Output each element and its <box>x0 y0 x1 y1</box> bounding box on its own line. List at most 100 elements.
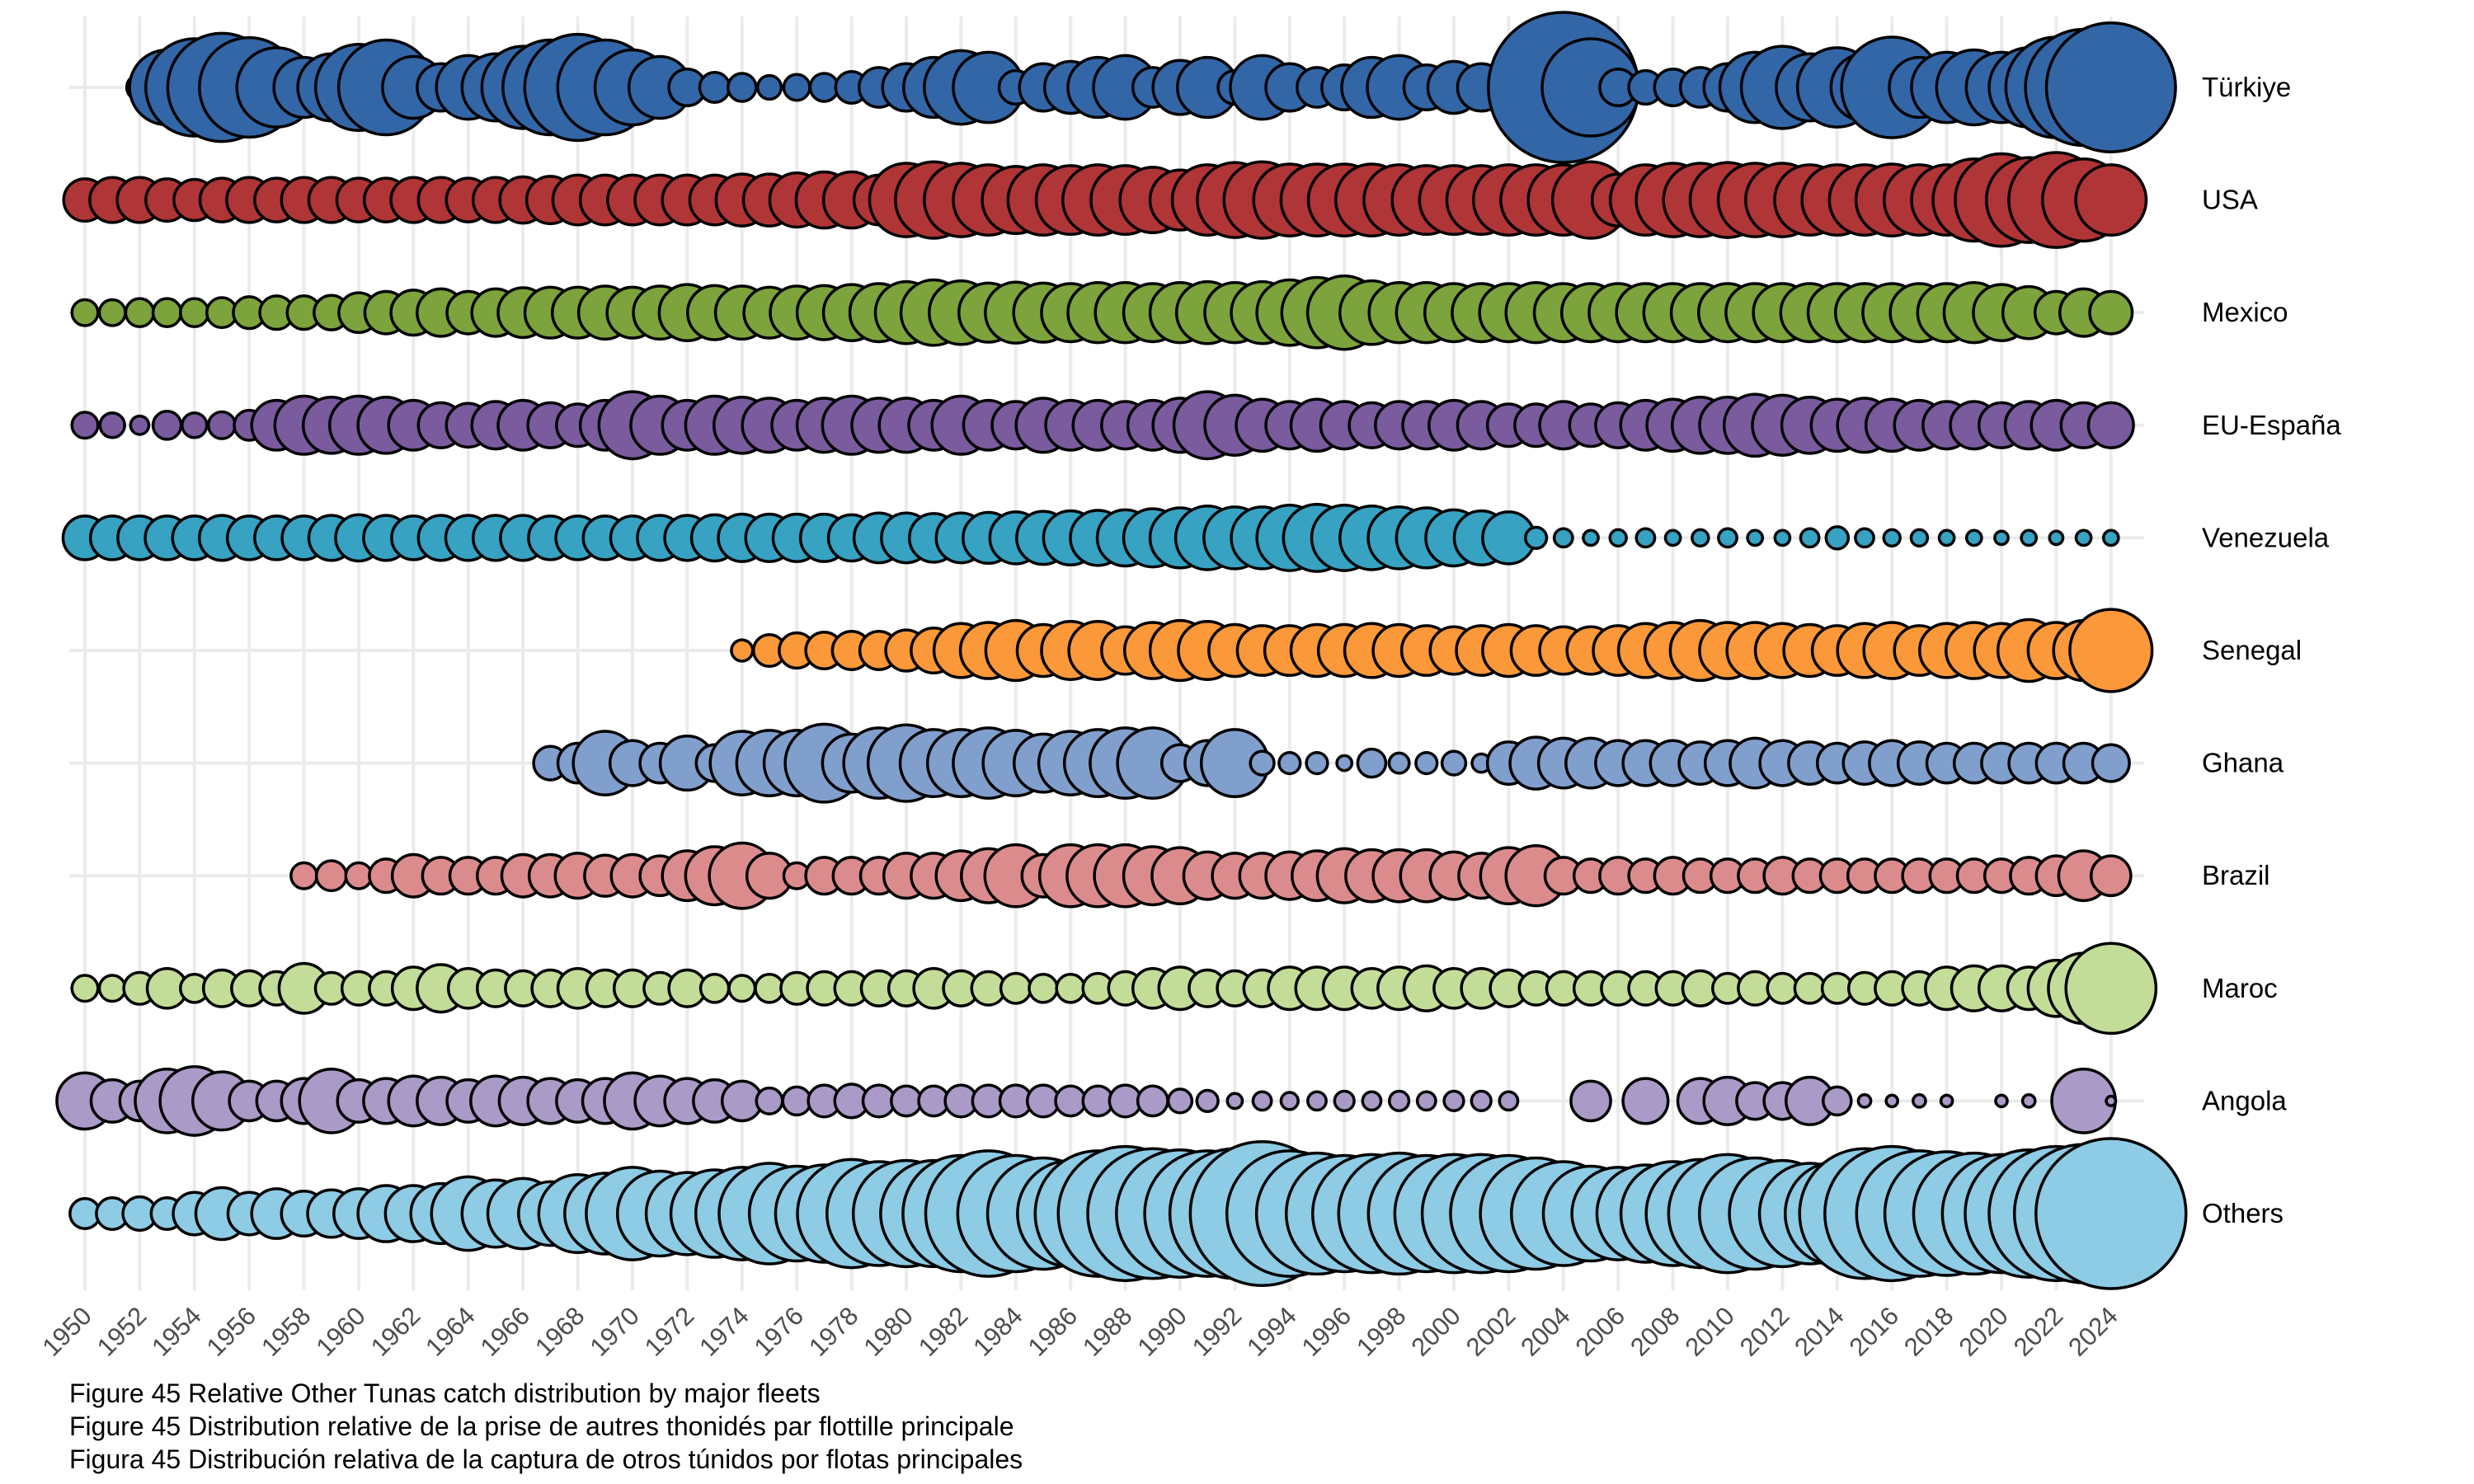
x-tick-label: 2010 <box>1679 1301 1740 1362</box>
bubble <box>755 73 783 101</box>
bubble <box>1993 529 2010 547</box>
bubble <box>1277 750 1302 776</box>
x-tick-label: 1950 <box>36 1301 97 1362</box>
bubble <box>1939 1093 1954 1109</box>
bubble <box>754 973 785 1004</box>
bubble <box>179 297 210 328</box>
fleet-label: Senegal <box>2202 635 2302 665</box>
bubble <box>1608 528 1628 548</box>
bubble <box>1225 1092 1244 1111</box>
bubble <box>1766 971 1799 1005</box>
bubble <box>1909 528 1930 548</box>
bubble <box>1569 1079 1612 1123</box>
x-tick-label: 1978 <box>803 1301 864 1362</box>
bubble <box>1964 528 1983 547</box>
bubble <box>70 298 100 327</box>
x-tick-label: 1992 <box>1187 1301 1248 1362</box>
x-tick-label: 1974 <box>694 1301 755 1362</box>
caption-spanish: Figura 45 Distribución relativa de la ca… <box>69 1444 1023 1474</box>
bubble <box>1136 1084 1169 1118</box>
bubble <box>1440 749 1468 777</box>
bubble <box>1621 1077 1670 1125</box>
bubble <box>727 974 757 1003</box>
bubble <box>206 410 238 440</box>
bubble <box>1793 971 1827 1005</box>
bubble <box>2086 401 2135 449</box>
bubble <box>781 1085 812 1117</box>
series-t-rkiye <box>125 11 2177 164</box>
bubble <box>1415 1090 1437 1112</box>
bubble <box>70 974 100 1003</box>
bubble <box>1634 527 1657 549</box>
series-maroc <box>70 942 2158 1036</box>
bubble <box>1994 1093 2009 1109</box>
x-tick-label: 1968 <box>529 1301 590 1362</box>
bubble <box>2074 528 2093 547</box>
bubble <box>2020 528 2039 547</box>
bubble <box>1884 1093 1899 1109</box>
fleet-label: Angola <box>2202 1085 2287 1115</box>
bubble <box>1442 1089 1465 1113</box>
x-tick-label: 1966 <box>475 1301 536 1362</box>
bubble <box>97 298 127 327</box>
x-tick-label: 1982 <box>913 1301 974 1362</box>
bubble <box>1912 1093 1927 1109</box>
x-axis-tick-labels: 1950195219541956195819601962196419661968… <box>36 1301 2123 1362</box>
bubble <box>1333 1089 1356 1113</box>
bubble <box>1582 528 1600 547</box>
bubble <box>2091 743 2131 783</box>
bubble <box>2064 942 2158 1036</box>
series-venezuela <box>61 502 2120 573</box>
bubble <box>129 414 151 436</box>
bubble <box>98 411 126 439</box>
bubble <box>1937 528 1956 547</box>
bubble <box>808 72 840 103</box>
bubble <box>2074 163 2148 237</box>
series-eu-espa-a <box>70 390 2135 461</box>
bubble <box>1387 751 1411 775</box>
x-tick-label: 1994 <box>1241 1301 1302 1362</box>
bubble <box>289 861 319 890</box>
x-tick-label: 1954 <box>146 1301 207 1362</box>
bubble <box>2034 1137 2188 1290</box>
x-tick-label: 1962 <box>365 1301 426 1362</box>
x-tick-label: 2018 <box>1898 1301 1959 1362</box>
fleet-label: Ghana <box>2202 748 2284 778</box>
x-tick-label: 2014 <box>1789 1301 1850 1362</box>
bubble <box>782 73 811 102</box>
x-tick-label: 1952 <box>92 1301 153 1362</box>
series-brazil <box>289 841 2133 910</box>
x-tick-label: 1998 <box>1351 1301 1412 1362</box>
x-tick-label: 1984 <box>967 1301 1028 1362</box>
fleet-label: Venezuela <box>2202 522 2330 552</box>
x-tick-label: 1996 <box>1296 1301 1357 1362</box>
bubble <box>755 1086 784 1115</box>
bubble <box>2020 1093 2037 1109</box>
x-tick-label: 1976 <box>749 1301 810 1362</box>
bubble <box>1717 527 1738 549</box>
x-tick-label: 2000 <box>1405 1301 1466 1362</box>
bubble-layer <box>55 11 2188 1290</box>
bubble <box>1361 1090 1383 1112</box>
bubble <box>1166 1087 1194 1115</box>
bubble <box>1055 973 1086 1004</box>
bubble <box>1552 527 1574 549</box>
x-tick-label: 2002 <box>1460 1301 1522 1362</box>
x-tick-label: 1960 <box>310 1301 371 1362</box>
series-angola <box>55 1064 2118 1137</box>
bubble <box>1387 1089 1411 1113</box>
series-senegal <box>730 608 2154 693</box>
fleet-label: Türkiye <box>2202 72 2291 102</box>
caption-english: Figure 45 Relative Other Tunas catch dis… <box>69 1378 821 1408</box>
bubble <box>2105 1094 2118 1107</box>
x-tick-label: 2022 <box>2008 1301 2069 1362</box>
bubble <box>2068 608 2154 693</box>
series-usa <box>62 151 2148 249</box>
fleet-label: EU-España <box>2202 410 2341 440</box>
bubble <box>314 859 348 893</box>
bubble <box>1249 749 1276 777</box>
bubble <box>1663 528 1682 547</box>
bubble <box>2089 854 2133 898</box>
bubble <box>2048 529 2065 547</box>
